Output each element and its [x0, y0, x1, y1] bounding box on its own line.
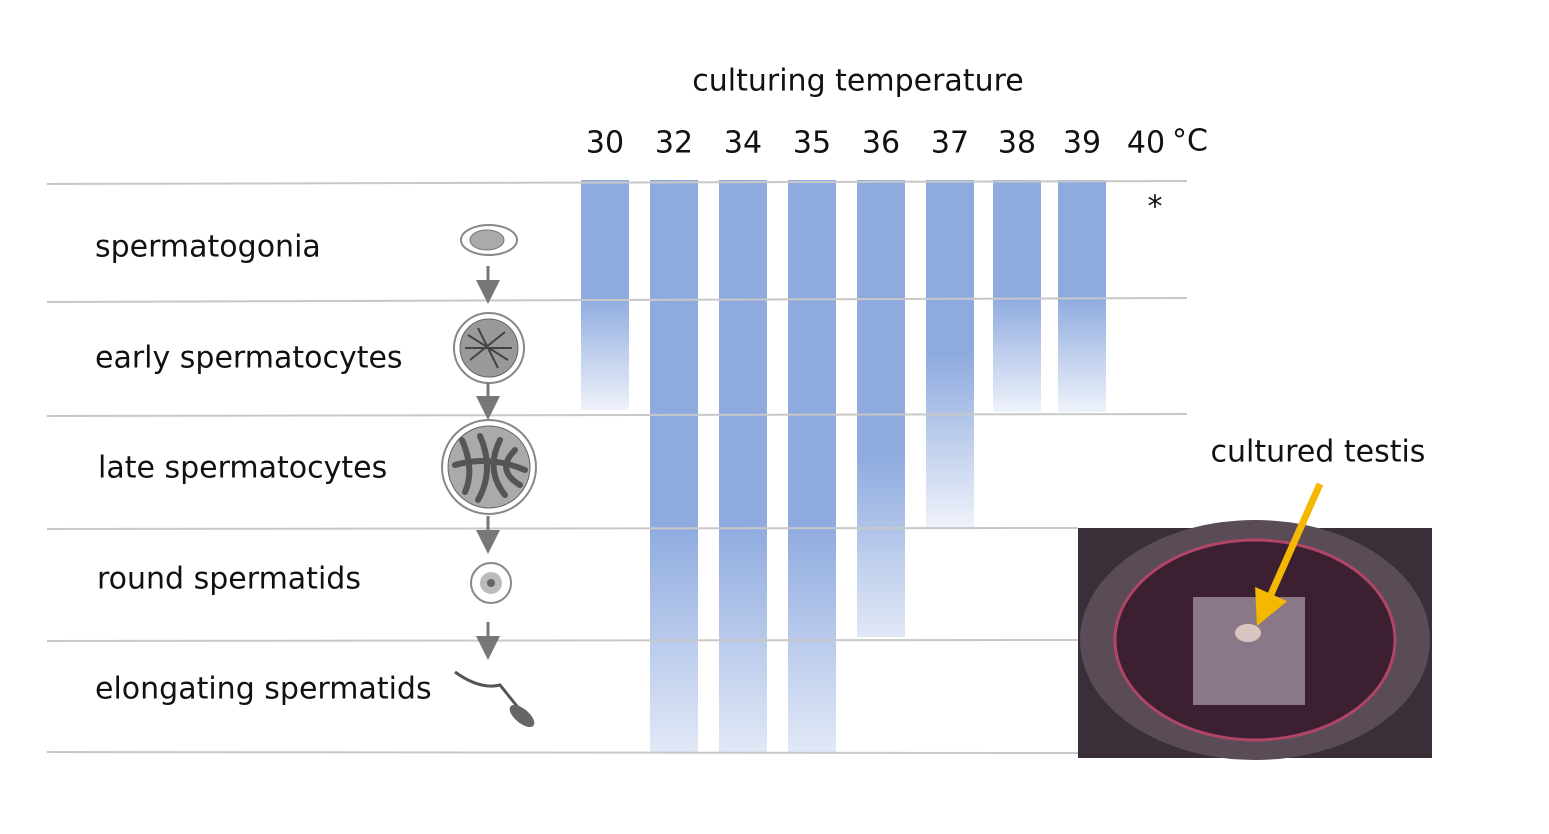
temperature-label: 35 — [793, 126, 831, 161]
photo-arrow — [1255, 482, 1324, 626]
temperature-label: 30 — [586, 126, 624, 161]
cell-icon — [454, 670, 532, 723]
stage-label: late spermatocytes — [98, 451, 387, 486]
bar — [926, 180, 974, 527]
temperature-label: 34 — [724, 126, 762, 161]
bar — [719, 180, 767, 752]
rule — [46, 639, 1079, 642]
rule — [46, 751, 1079, 754]
photo — [1078, 520, 1432, 760]
stage-label: early spermatocytes — [95, 341, 403, 376]
stage-label: elongating spermatids — [95, 672, 432, 707]
stage-label: round spermatids — [97, 562, 361, 597]
temperature-label: 36 — [862, 126, 900, 161]
rule — [46, 180, 1188, 185]
stage-label: spermatogonia — [95, 230, 321, 265]
cell-icon — [452, 433, 528, 503]
cell-icon — [509, 704, 535, 728]
cell-icons — [441, 224, 537, 728]
rule — [46, 297, 1188, 303]
bar — [788, 180, 836, 752]
temperature-label: 32 — [655, 126, 693, 161]
note: * — [1148, 190, 1163, 225]
temperature-label: 40 — [1127, 126, 1165, 161]
photo-label: cultured testis — [1211, 435, 1426, 470]
temperature-label: 38 — [998, 126, 1036, 161]
cell-icon — [465, 327, 512, 369]
photo-testis — [1235, 624, 1261, 642]
bar — [650, 180, 698, 752]
cell-icon — [487, 579, 495, 587]
stage-labels: spermatogonia early spermatocytes late spe… — [95, 230, 432, 707]
rule — [46, 527, 1079, 530]
bars — [581, 180, 1106, 752]
bar — [581, 180, 629, 410]
temperature-label: 39 — [1063, 126, 1101, 161]
bar — [1058, 180, 1106, 412]
temperature-labels: 30 32 34 35 36 37 38 39 40 — [586, 126, 1165, 161]
bar — [857, 180, 905, 637]
rule — [46, 413, 1188, 417]
photo-block — [1193, 597, 1305, 705]
row-rules — [46, 180, 1188, 754]
title: culturing temperature — [692, 64, 1023, 99]
bar — [993, 180, 1041, 412]
cell-icon — [469, 229, 505, 251]
unit: °C — [1172, 124, 1208, 159]
temperature-label: 37 — [931, 126, 969, 161]
